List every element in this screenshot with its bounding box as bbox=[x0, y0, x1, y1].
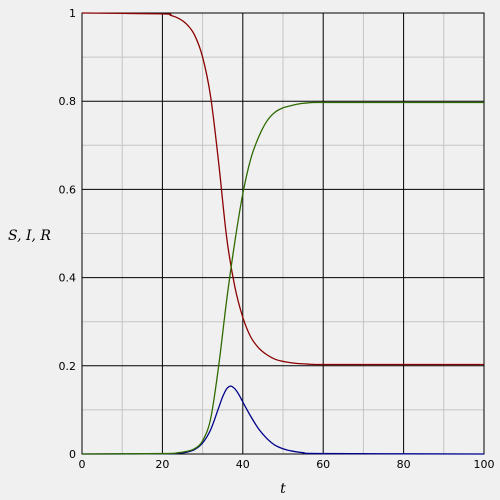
y-tick-label: 0 bbox=[69, 448, 76, 461]
x-tick-label: 0 bbox=[79, 458, 86, 471]
major-grid bbox=[81, 12, 485, 455]
y-tick-label: 0.4 bbox=[59, 272, 77, 285]
x-tick-label: 40 bbox=[236, 458, 250, 471]
minor-grid bbox=[82, 13, 484, 454]
x-tick-label: 80 bbox=[397, 458, 411, 471]
y-tick-label: 1 bbox=[69, 7, 76, 20]
x-tick-label: 20 bbox=[155, 458, 169, 471]
x-axis-label: t bbox=[280, 481, 286, 497]
series-s-curve bbox=[81, 12, 484, 366]
y-tick-label: 0.6 bbox=[59, 183, 77, 196]
plot-frame bbox=[81, 12, 485, 455]
series-i-curve bbox=[81, 385, 485, 455]
series-layer bbox=[81, 12, 485, 455]
x-tick-label: 100 bbox=[474, 458, 495, 471]
series-r-curve bbox=[81, 101, 484, 455]
y-axis-label: S, I, R bbox=[8, 228, 51, 244]
x-tick-label: 60 bbox=[316, 458, 330, 471]
tick-labels: 0 20 40 60 80 100 0 0.2 0.4 0.6 0.8 1 bbox=[59, 7, 495, 471]
y-tick-label: 0.2 bbox=[59, 360, 77, 373]
y-tick-label: 0.8 bbox=[59, 95, 77, 108]
